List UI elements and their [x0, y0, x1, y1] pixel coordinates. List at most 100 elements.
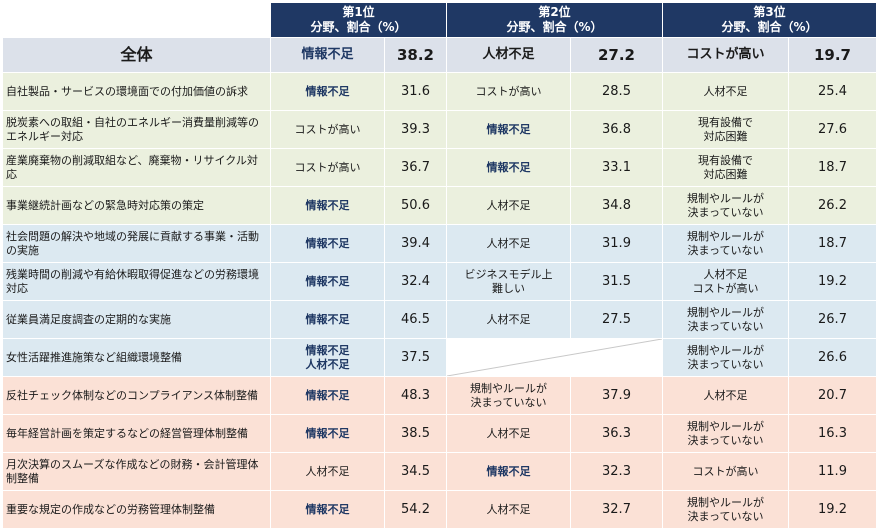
rank-1-value: 38.5 — [384, 414, 447, 453]
rank-1-value: 50.6 — [384, 186, 447, 225]
rank-2-category: 規制やルールが 決まっていない — [446, 376, 571, 415]
row-label: 月次決算のスムーズな作成などの財務・会計管理体制整備 — [2, 452, 271, 491]
category-line: 決まっていない — [687, 357, 764, 371]
rank-2-value: 36.8 — [570, 110, 663, 149]
rank-1-category: 情報不足 — [270, 72, 385, 111]
category-line: 決まっていない — [687, 433, 764, 447]
overall-label: 全体 — [2, 37, 271, 73]
rank-3-value: 19.2 — [788, 490, 877, 529]
header-rank-2-subtitle: 分野、割合（%） — [506, 20, 603, 34]
rank-1-value: 36.7 — [384, 148, 447, 187]
rank-2-value: 34.8 — [570, 186, 663, 225]
rank-3-value: 16.3 — [788, 414, 877, 453]
category-line: 人材不足 — [703, 84, 748, 98]
rank-1-category: 情報不足 — [270, 490, 385, 529]
category-line: 規制やルールが — [687, 495, 764, 509]
category-line: 現有設備で — [698, 115, 753, 129]
rank-2-category: 人材不足 — [446, 414, 571, 453]
rank-2-value: 28.5 — [570, 72, 663, 111]
category-line: 規制やルールが — [470, 381, 547, 395]
rank-3-value: 18.7 — [788, 148, 877, 187]
header-blank-cell — [2, 2, 271, 38]
rank-3-category: 人材不足 コストが高い — [662, 262, 789, 301]
category-line: 人材不足 — [486, 426, 531, 440]
header-rank-3-subtitle: 分野、割合（%） — [721, 20, 818, 34]
table-row: 社会問題の解決や地域の発展に貢献する事業・活動の実施 情報不足 39.4 人材不足 31… — [2, 224, 877, 263]
table-row: 女性活躍推進施策など組織環境整備 情報不足 人材不足 37.5 規制やルールが 決まってい… — [2, 338, 877, 377]
rank-1-category: 情報不足 — [270, 224, 385, 263]
overall-rank-1-value: 38.2 — [384, 37, 447, 73]
category-line: 人材不足 — [486, 502, 531, 516]
row-label: 産業廃棄物の削減取組など、廃棄物・リサイクル対応 — [2, 148, 271, 187]
rank-3-value: 26.6 — [788, 338, 877, 377]
category-line: 情報不足 — [486, 122, 531, 136]
rank-2-category: 人材不足 — [446, 490, 571, 529]
rank-3-category: 規制やルールが 決まっていない — [662, 338, 789, 377]
header-rank-2-title: 第2位 — [538, 5, 571, 19]
rank-2-value: 32.7 — [570, 490, 663, 529]
category-line: 人材不足 — [305, 357, 350, 371]
category-line: 人材不足 — [703, 267, 748, 281]
rank-2-category: 情報不足 — [446, 148, 571, 187]
rank-3-category: 現有設備で 対応困難 — [662, 110, 789, 149]
rank-3-value: 26.2 — [788, 186, 877, 225]
row-label: 反社チェック体制などのコンプライアンス体制整備 — [2, 376, 271, 415]
table-row: 毎年経営計画を策定するなどの経営管理体制整備 情報不足 38.5 人材不足 36.3 規制… — [2, 414, 877, 453]
rank-2-category: 情報不足 — [446, 110, 571, 149]
category-line: コストが高い — [294, 122, 361, 136]
table-row: 従業員満足度調査の定期的な実施 情報不足 46.5 人材不足 27.5 規制やルールが 決ま… — [2, 300, 877, 339]
rank-3-value: 27.6 — [788, 110, 877, 149]
row-label: 脱炭素への取組・自社のエネルギー消費量削減等のエネルギー対応 — [2, 110, 271, 149]
category-line: 人材不足 — [305, 464, 350, 478]
rank-3-category: 現有設備で 対応困難 — [662, 148, 789, 187]
rank-1-category: 情報不足 — [270, 376, 385, 415]
rank-3-value: 26.7 — [788, 300, 877, 339]
row-label: 残業時間の削減や有給休暇取得促進などの労務環境対応 — [2, 262, 271, 301]
header-rank-1-subtitle: 分野、割合（%） — [310, 20, 407, 34]
header-rank-1: 第1位 分野、割合（%） — [270, 2, 447, 38]
row-label: 社会問題の解決や地域の発展に貢献する事業・活動の実施 — [2, 224, 271, 263]
rank-3-category: 規制やルールが 決まっていない — [662, 186, 789, 225]
category-line: コストが高い — [294, 160, 361, 174]
row-label: 女性活躍推進施策など組織環境整備 — [2, 338, 271, 377]
table-row: 事業継続計画などの緊急時対応策の策定 情報不足 50.6 人材不足 34.8 規制やルール… — [2, 186, 877, 225]
rank-1-category: コストが高い — [270, 110, 385, 149]
rank-1-category: 情報不足 — [270, 262, 385, 301]
overall-rank-1-category: 情報不足 — [270, 37, 385, 73]
rank-1-value: 32.4 — [384, 262, 447, 301]
rank-3-value: 19.2 — [788, 262, 877, 301]
category-line: 情報不足 — [305, 312, 350, 326]
rank-1-category: 情報不足 — [270, 414, 385, 453]
row-label: 自社製品・サービスの環境面での付加価値の訴求 — [2, 72, 271, 111]
rank-3-value: 11.9 — [788, 452, 877, 491]
rank-1-value: 37.5 — [384, 338, 447, 377]
rank-1-category: コストが高い — [270, 148, 385, 187]
category-line: 情報不足 — [305, 426, 350, 440]
category-line: 人材不足 — [486, 198, 531, 212]
rank-2-category: ビジネスモデル上 難しい — [446, 262, 571, 301]
table-row: 月次決算のスムーズな作成などの財務・会計管理体制整備 人材不足 34.5 情報不足 32… — [2, 452, 877, 491]
header-row: 第1位 分野、割合（%） 第2位 分野、割合（%） 第3位 分野、割合（%） — [2, 2, 877, 38]
rank-1-value: 39.3 — [384, 110, 447, 149]
category-line: 現有設備で — [698, 153, 753, 167]
rank-3-value: 25.4 — [788, 72, 877, 111]
category-line: 人材不足 — [703, 388, 748, 402]
empty-cell-diagonal — [447, 339, 662, 376]
rank-1-value: 34.5 — [384, 452, 447, 491]
category-line: 規制やルールが — [687, 419, 764, 433]
category-line: 規制やルールが — [687, 229, 764, 243]
rank-2-value: 31.9 — [570, 224, 663, 263]
row-label: 従業員満足度調査の定期的な実施 — [2, 300, 271, 339]
rank-3-category: コストが高い — [662, 452, 789, 491]
table-row: 重要な規定の作成などの労務管理体制整備 情報不足 54.2 人材不足 32.7 規制やルー… — [2, 490, 877, 529]
category-line: 決まっていない — [470, 395, 547, 409]
category-line: 規制やルールが — [687, 305, 764, 319]
rank-1-value: 54.2 — [384, 490, 447, 529]
category-line: コストが高い — [475, 84, 542, 98]
rank-3-value: 20.7 — [788, 376, 877, 415]
header-rank-3: 第3位 分野、割合（%） — [662, 2, 877, 38]
rank-2-value: 33.1 — [570, 148, 663, 187]
category-line: 決まっていない — [687, 319, 764, 333]
category-line: 規制やルールが — [687, 191, 764, 205]
